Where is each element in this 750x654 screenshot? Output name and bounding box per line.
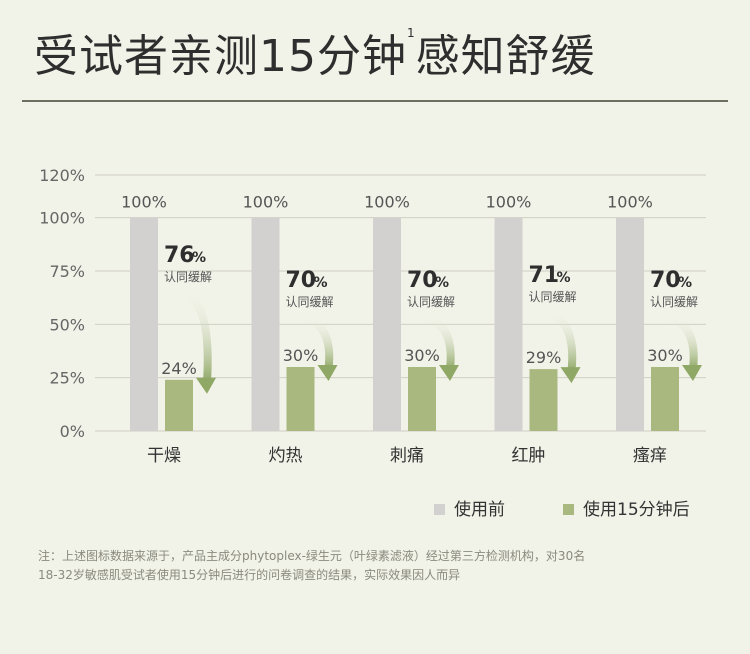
bar-before bbox=[373, 217, 401, 431]
callout-unit: % bbox=[192, 250, 206, 266]
y-tick-label: 25% bbox=[49, 369, 85, 388]
value-label-after: 30% bbox=[283, 346, 319, 365]
bar-after bbox=[529, 369, 558, 431]
x-tick-label: 瘙痒 bbox=[633, 446, 667, 466]
x-tick-label: 刺痛 bbox=[390, 446, 424, 466]
callout-unit: % bbox=[557, 270, 571, 286]
y-tick-label: 120% bbox=[39, 166, 85, 185]
legend-swatch-before bbox=[434, 504, 445, 515]
title-divider bbox=[22, 100, 728, 102]
y-tick-label: 75% bbox=[49, 262, 85, 281]
bar-after bbox=[286, 367, 315, 431]
bar-before bbox=[616, 217, 644, 431]
callout-text: 认同缓解 bbox=[407, 295, 455, 309]
bar-before bbox=[251, 217, 280, 431]
y-tick-label: 50% bbox=[49, 315, 85, 334]
callout-value: 76 bbox=[164, 243, 195, 268]
value-label-after: 30% bbox=[404, 346, 440, 365]
value-label-after: 24% bbox=[161, 359, 197, 378]
value-label-before: 100% bbox=[364, 193, 410, 212]
callout-unit: % bbox=[435, 275, 449, 291]
value-label-before: 100% bbox=[607, 193, 653, 212]
arrow-icon bbox=[421, 313, 455, 373]
title-main: 受试者亲测15分钟 bbox=[34, 31, 407, 82]
x-tick-label: 干燥 bbox=[147, 446, 181, 466]
callout-value: 70 bbox=[286, 268, 317, 293]
footnote: 注：上述图标数据来源于，产品主成分phytoplex-绿生元（叶绿素滤液）经过第… bbox=[38, 547, 728, 585]
arrow-head-icon bbox=[439, 365, 459, 381]
arrow-icon bbox=[178, 288, 212, 386]
x-tick-label: 红肿 bbox=[512, 446, 546, 466]
footnote-line-1: 注：上述图标数据来源于，产品主成分phytoplex-绿生元（叶绿素滤液）经过第… bbox=[38, 549, 586, 563]
arrow-head-icon bbox=[317, 365, 338, 381]
arrow-icon bbox=[664, 313, 698, 373]
callout-value: 70 bbox=[650, 268, 681, 293]
x-tick-label: 灼热 bbox=[269, 446, 303, 466]
legend-label-before: 使用前 bbox=[454, 499, 505, 520]
bar-after bbox=[651, 367, 679, 431]
legend: 使用前 使用15分钟后 bbox=[434, 499, 690, 520]
callout-unit: % bbox=[678, 275, 692, 291]
callout-value: 70 bbox=[407, 268, 438, 293]
callout-text: 认同缓解 bbox=[164, 270, 212, 284]
legend-swatch-after bbox=[563, 504, 574, 515]
value-label-after: 30% bbox=[647, 346, 683, 365]
value-label-after: 29% bbox=[526, 348, 562, 367]
arrow-icon bbox=[299, 313, 334, 373]
arrow-head-icon bbox=[682, 365, 702, 381]
comparison-bar-chart: 120% 100% 75% 50% 25% 0% 100% 24% 干燥 76% 认同缓解 100% 3… bbox=[39, 166, 706, 520]
value-label-before: 100% bbox=[486, 193, 532, 212]
callout-text: 认同缓解 bbox=[286, 295, 334, 309]
page-title: 受试者亲测15分钟1感知舒缓 bbox=[34, 20, 596, 84]
footnote-line-2: 18-32岁敏感肌受试者使用15分钟后进行的问卷调查的结果，实际效果因人而异 bbox=[38, 568, 461, 582]
bars-layer bbox=[130, 217, 702, 431]
arrow-head-icon bbox=[560, 367, 581, 384]
y-tick-label: 100% bbox=[39, 209, 85, 228]
callout-unit: % bbox=[314, 275, 328, 291]
legend-label-after: 使用15分钟后 bbox=[583, 499, 690, 520]
callout-value: 71 bbox=[529, 263, 560, 288]
callout-text: 认同缓解 bbox=[529, 290, 577, 304]
labels-layer: 120% 100% 75% 50% 25% 0% 100% 24% 干燥 76% 认同缓解 100% 3… bbox=[39, 166, 698, 466]
title-footnote-marker: 1 bbox=[407, 26, 416, 40]
arrow-head-icon bbox=[196, 377, 216, 394]
bar-before bbox=[130, 217, 158, 431]
title-tail: 感知舒缓 bbox=[415, 31, 596, 82]
y-tick-label: 0% bbox=[60, 422, 85, 441]
value-label-before: 100% bbox=[243, 193, 289, 212]
bar-after bbox=[408, 367, 436, 431]
bar-before bbox=[494, 217, 523, 431]
callout-text: 认同缓解 bbox=[650, 295, 698, 309]
arrow-icon bbox=[542, 308, 577, 376]
value-label-before: 100% bbox=[121, 193, 167, 212]
bar-after bbox=[165, 379, 193, 431]
